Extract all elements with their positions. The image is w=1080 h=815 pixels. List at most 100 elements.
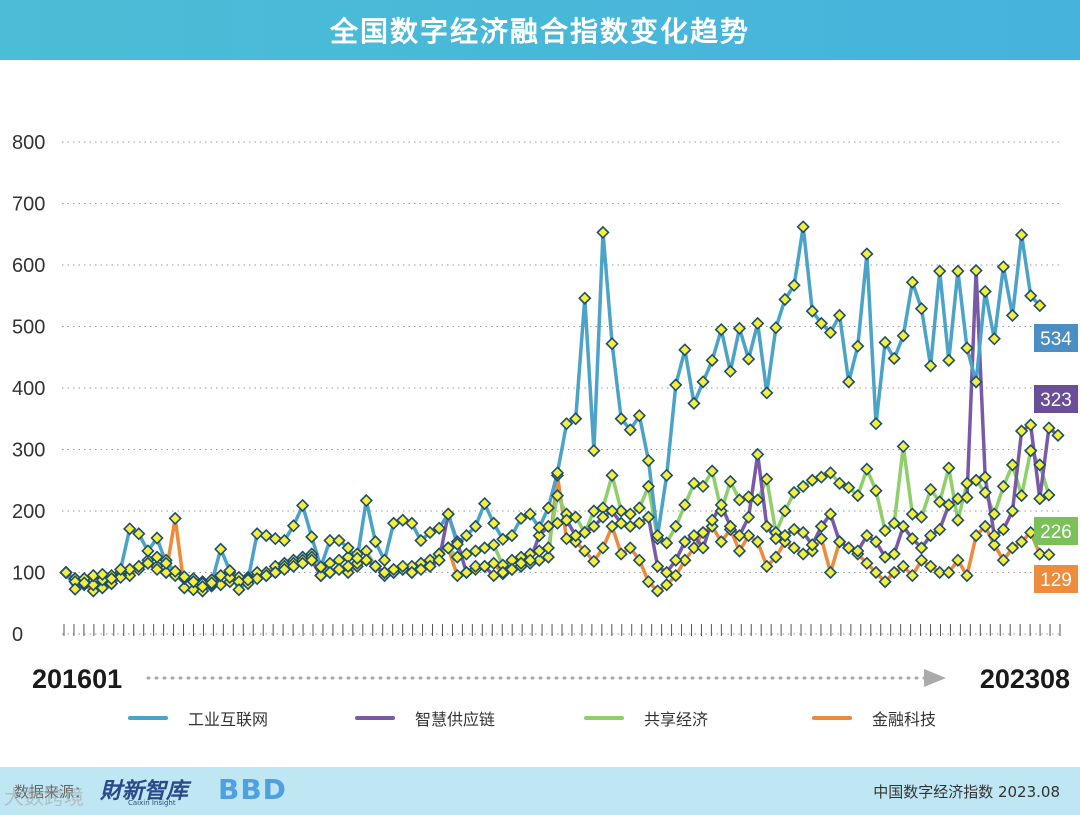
- data-point: [1051, 428, 1065, 442]
- data-point: [550, 466, 565, 480]
- data-point: [933, 495, 947, 509]
- data-point: [914, 553, 929, 567]
- data-point: [723, 519, 737, 534]
- data-point: [623, 541, 637, 555]
- data-point: [596, 541, 610, 555]
- data-point: [332, 562, 346, 577]
- data-point: [650, 584, 665, 598]
- data-point: [887, 516, 901, 530]
- data-point: [696, 525, 710, 540]
- data-point: [1005, 541, 1020, 555]
- data-point: [823, 507, 838, 521]
- data-point: [842, 375, 856, 389]
- data-point: [1024, 289, 1038, 303]
- data-point: [305, 530, 319, 544]
- data-point: [559, 532, 574, 546]
- data-point: [933, 565, 947, 580]
- data-point: [123, 522, 137, 536]
- data-point: [705, 353, 719, 367]
- data-point: [268, 565, 282, 580]
- data-point: [669, 378, 683, 392]
- data-point: [159, 556, 173, 570]
- data-point: [1014, 488, 1029, 503]
- data-point: [805, 538, 819, 552]
- end-label-bg: [1034, 565, 1078, 593]
- data-point: [851, 339, 865, 353]
- legend-label: 金融科技: [872, 710, 937, 729]
- data-point: [250, 572, 264, 586]
- data-point: [614, 547, 628, 561]
- data-point: [405, 565, 419, 580]
- end-label-bg: [1034, 324, 1078, 352]
- data-point: [732, 493, 747, 507]
- data-point: [996, 260, 1011, 274]
- legend-label: 智慧供应链: [415, 710, 496, 729]
- data-point: [1014, 228, 1029, 242]
- data-point: [869, 484, 883, 498]
- x-end-label: 202308: [980, 664, 1070, 694]
- data-point: [923, 482, 938, 497]
- data-point: [751, 535, 765, 549]
- data-point: [250, 527, 264, 541]
- legend-swatch: [812, 716, 852, 720]
- data-point: [541, 550, 555, 564]
- data-point: [532, 520, 546, 535]
- legend-item-sharing-economy: 共享经济: [584, 706, 708, 730]
- data-point: [996, 479, 1011, 494]
- data-point: [696, 479, 710, 494]
- data-point: [814, 519, 829, 534]
- data-point: [751, 447, 765, 462]
- data-point: [896, 329, 910, 343]
- data-point: [432, 521, 446, 535]
- legend-swatch: [355, 716, 395, 720]
- data-point: [596, 225, 610, 240]
- data-point: [541, 501, 555, 515]
- data-point: [796, 220, 810, 234]
- data-point: [751, 316, 765, 331]
- data-point: [896, 559, 910, 573]
- data-point: [887, 565, 901, 580]
- data-point: [1005, 504, 1020, 518]
- data-point: [678, 535, 692, 549]
- data-point: [396, 559, 410, 573]
- data-point: [741, 510, 756, 524]
- data-point: [614, 504, 628, 518]
- data-point: [368, 535, 383, 549]
- data-point: [505, 528, 519, 543]
- legend-item-smart-supply-chain: 智慧供应链: [355, 706, 495, 730]
- data-point: [141, 544, 155, 558]
- data-point: [587, 504, 601, 518]
- data-point: [113, 570, 128, 585]
- data-point: [305, 553, 319, 567]
- data-point: [587, 444, 601, 458]
- data-point: [760, 386, 774, 400]
- data-point: [641, 479, 656, 494]
- data-point: [1005, 458, 1020, 472]
- data-point: [951, 264, 965, 278]
- legend-swatch: [128, 716, 168, 720]
- data-point: [214, 568, 228, 583]
- data-point: [878, 550, 892, 564]
- data-point: [905, 507, 920, 521]
- data-point: [978, 485, 992, 500]
- data-point: [405, 516, 419, 530]
- data-point: [632, 553, 646, 567]
- data-point: [450, 550, 464, 564]
- data-point: [933, 264, 947, 278]
- legend-item-fintech: 金融科技: [812, 706, 936, 730]
- data-point: [787, 541, 801, 555]
- data-point: [623, 507, 637, 521]
- data-point: [814, 316, 829, 331]
- data-point: [1042, 488, 1056, 502]
- data-point: [314, 560, 328, 574]
- data-point: [514, 556, 528, 570]
- data-point: [842, 480, 856, 495]
- data-point: [259, 568, 273, 583]
- data-point: [796, 479, 810, 494]
- data-point: [377, 565, 392, 580]
- data-point: [632, 501, 646, 515]
- title-bar: 全国数字经济融合指数变化趋势: [0, 0, 1080, 60]
- data-point: [669, 519, 683, 534]
- data-point: [923, 528, 938, 543]
- data-point: [960, 568, 974, 583]
